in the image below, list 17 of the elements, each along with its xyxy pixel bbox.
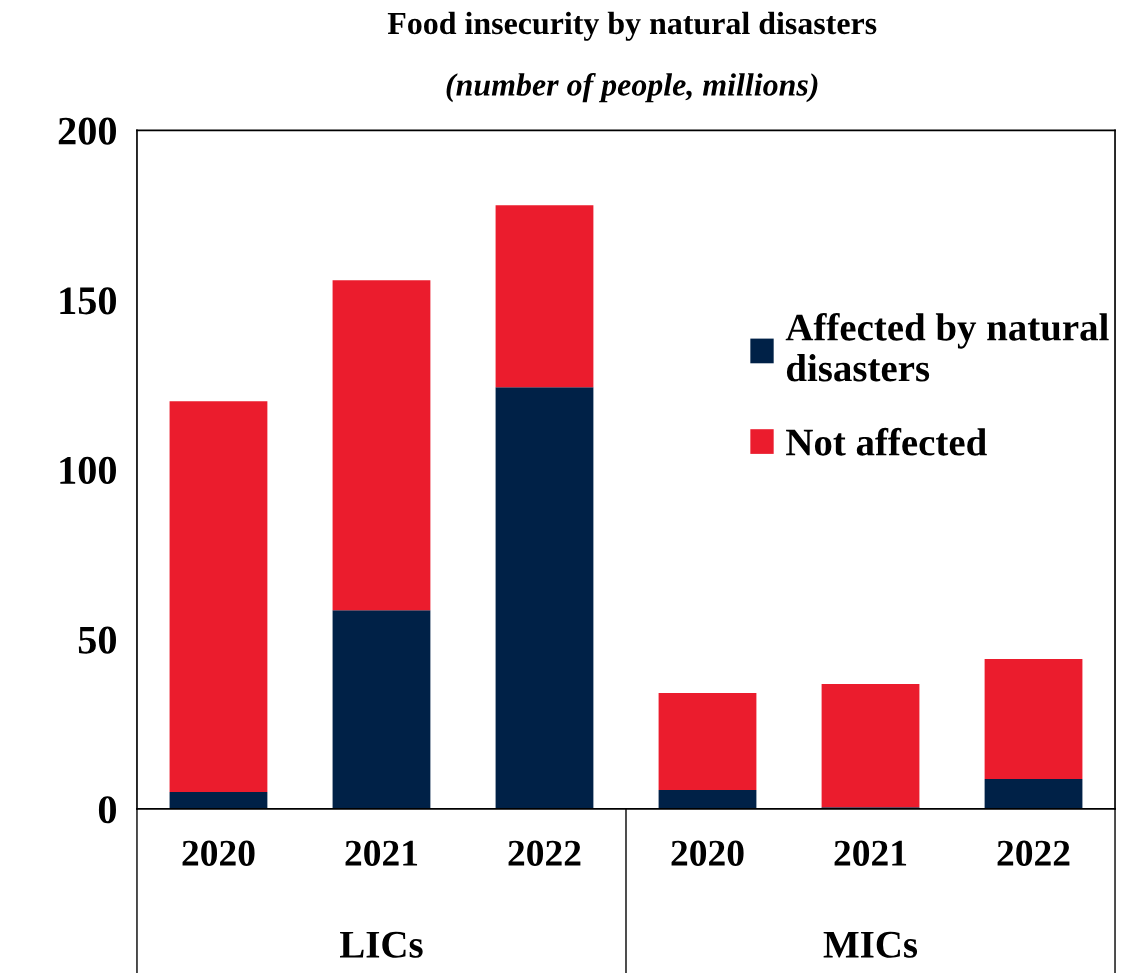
chart-title: Food insecurity by natural disasters [387, 11, 877, 41]
text: MICs [823, 931, 918, 958]
x-tick-label: 2021 [834, 840, 907, 866]
y-tick-label: 100 [60, 456, 116, 485]
legend-label: Not affected [786, 427, 987, 456]
x-tick-label: 2020 [182, 840, 255, 866]
y-tick-label: 50 [78, 626, 116, 654]
legend-label: Affected by natural disasters [785, 312, 1109, 382]
y-tick-label: 0 [98, 796, 116, 824]
x-tick-label: 2022 [997, 840, 1070, 866]
x-tick-label: 2021 [345, 840, 418, 866]
y-tick-label: 150 [60, 287, 116, 315]
y-tick-label: 200 [58, 117, 116, 145]
text: LICs [340, 931, 423, 958]
chart-subtitle: (number of people, millions) [446, 72, 818, 103]
x-tick-label: 2020 [671, 840, 744, 866]
x-tick-label: 2022 [508, 840, 581, 866]
